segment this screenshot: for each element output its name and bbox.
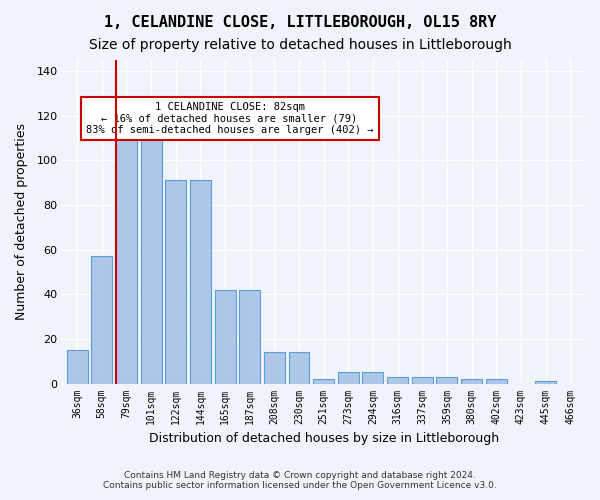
Text: 1, CELANDINE CLOSE, LITTLEBOROUGH, OL15 8RY: 1, CELANDINE CLOSE, LITTLEBOROUGH, OL15 … (104, 15, 496, 30)
Bar (313, 379, 334, 384)
Text: Size of property relative to detached houses in Littleborough: Size of property relative to detached ho… (89, 38, 511, 52)
Bar (215, 290, 236, 384)
Bar (116, 129, 137, 384)
Bar (338, 372, 359, 384)
Bar (387, 377, 408, 384)
Bar (289, 352, 310, 384)
Bar (67, 350, 88, 384)
Bar (461, 379, 482, 384)
Bar (264, 352, 285, 384)
X-axis label: Distribution of detached houses by size in Littleborough: Distribution of detached houses by size … (149, 432, 499, 445)
Y-axis label: Number of detached properties: Number of detached properties (15, 124, 28, 320)
Bar (239, 290, 260, 384)
Bar (362, 372, 383, 384)
Bar (91, 256, 112, 384)
Text: 1 CELANDINE CLOSE: 82sqm
← 16% of detached houses are smaller (79)
83% of semi-d: 1 CELANDINE CLOSE: 82sqm ← 16% of detach… (86, 102, 373, 136)
Bar (535, 382, 556, 384)
Bar (140, 120, 161, 384)
Bar (436, 377, 457, 384)
Bar (486, 379, 507, 384)
Bar (165, 180, 186, 384)
Text: Contains HM Land Registry data © Crown copyright and database right 2024.
Contai: Contains HM Land Registry data © Crown c… (103, 470, 497, 490)
Bar (190, 180, 211, 384)
Bar (412, 377, 433, 384)
